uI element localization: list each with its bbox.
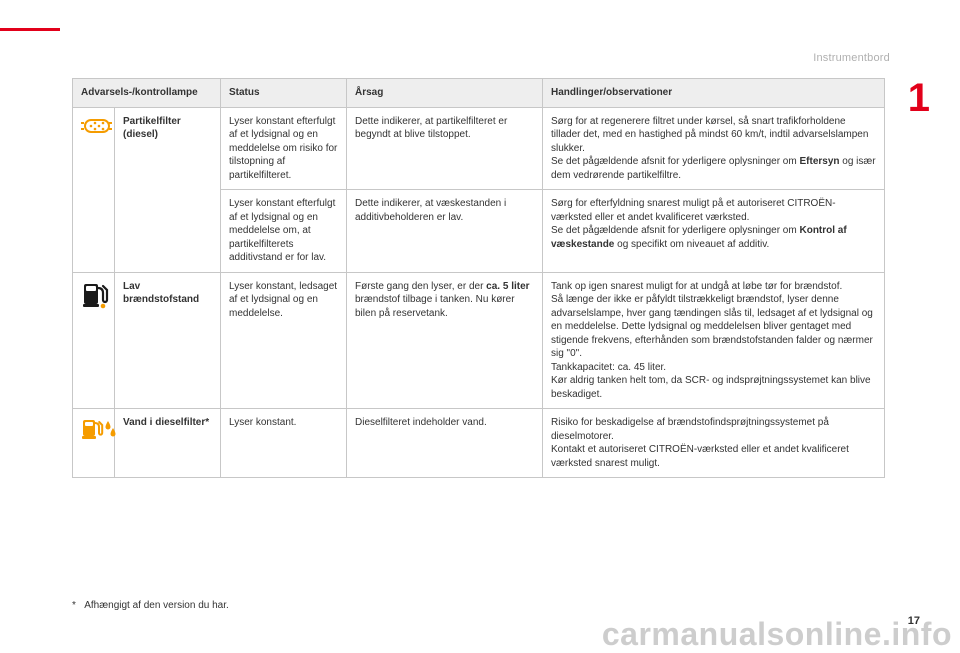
- action-cell: Risiko for beskadigelse af brændstofinds…: [543, 409, 885, 478]
- action-bold: Eftersyn: [799, 156, 839, 167]
- cause-cell: Dieselfilteret indeholder vand.: [347, 409, 543, 478]
- status-cell: Lyser konstant.: [221, 409, 347, 478]
- table-header-row: Advarsels-/kontrollampe Status Årsag Han…: [73, 79, 885, 108]
- section-heading: Instrumentbord: [813, 52, 890, 64]
- lamp-name: Vand i dieselfilter*: [115, 409, 221, 478]
- lamp-name: Partikelfilter (diesel): [115, 107, 221, 272]
- col-cause: Årsag: [347, 79, 543, 108]
- col-actions: Handlinger/observationer: [543, 79, 885, 108]
- cause-bold: ca. 5 liter: [486, 281, 529, 292]
- fuel-low-icon: [81, 282, 111, 310]
- status-cell: Lyser konstant efterfulgt af et lydsigna…: [221, 107, 347, 190]
- particle-filter-icon: [81, 117, 115, 135]
- action-cell: Tank op igen snarest muligt for at undgå…: [543, 272, 885, 409]
- action-text: og specifikt om niveauet af additiv.: [614, 239, 769, 250]
- lamp-icon-cell: [73, 272, 115, 409]
- warning-lamp-table: Advarsels-/kontrollampe Status Årsag Han…: [72, 78, 885, 478]
- watermark: carmanualsonline.info: [602, 616, 952, 653]
- status-cell: Lyser konstant efterfulgt af et lydsigna…: [221, 190, 347, 273]
- footnote-marker: *: [72, 600, 82, 611]
- action-cell: Sørg for efterfyldning snarest muligt på…: [543, 190, 885, 273]
- lamp-name-asterisk: *: [205, 417, 209, 428]
- water-in-fuel-icon: [81, 418, 117, 442]
- action-text: Sørg for efterfyldning snarest muligt på…: [551, 198, 836, 236]
- col-status: Status: [221, 79, 347, 108]
- cause-text: Første gang den lyser, er der: [355, 281, 486, 292]
- lamp-icon-cell: [73, 107, 115, 272]
- cause-cell: Dette indikerer, at væskestanden i addit…: [347, 190, 543, 273]
- table-row: Lav brændstofstand Lyser konstant, ledsa…: [73, 272, 885, 409]
- cause-text: brændstof tilbage i tanken. Nu kører bil…: [355, 294, 515, 319]
- table-row: Partikelfilter (diesel) Lyser konstant e…: [73, 107, 885, 190]
- status-cell: Lyser konstant, ledsaget af et lydsignal…: [221, 272, 347, 409]
- cause-cell: Første gang den lyser, er der ca. 5 lite…: [347, 272, 543, 409]
- footnote-text: Afhængigt af den version du har.: [84, 600, 229, 611]
- lamp-name: Lav brændstofstand: [115, 272, 221, 409]
- table-row: Vand i dieselfilter* Lyser konstant. Die…: [73, 409, 885, 478]
- accent-bar: [0, 28, 60, 31]
- footnote: * Afhængigt af den version du har.: [72, 600, 229, 611]
- col-lamp: Advarsels-/kontrollampe: [73, 79, 221, 108]
- lamp-icon-cell: [73, 409, 115, 478]
- cause-cell: Dette indikerer, at partikelfilteret er …: [347, 107, 543, 190]
- lamp-name-text: Vand i dieselfilter: [123, 417, 205, 428]
- chapter-number: 1: [908, 78, 930, 118]
- action-cell: Sørg for at regenerere filtret under kør…: [543, 107, 885, 190]
